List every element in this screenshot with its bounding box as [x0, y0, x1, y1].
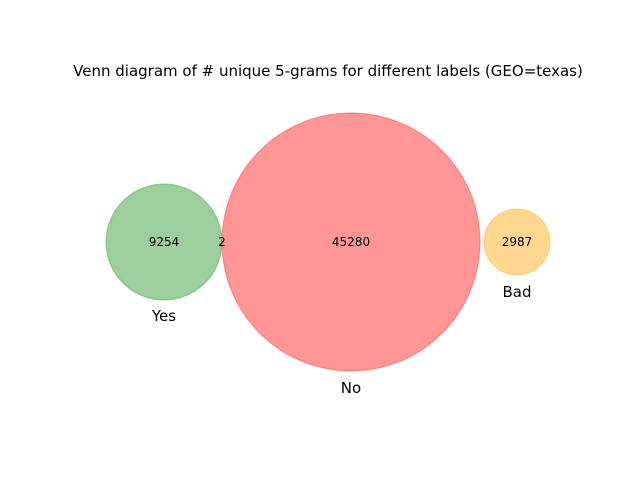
count-bad: 2987: [502, 235, 533, 249]
count-yes: 9254: [149, 235, 180, 249]
circle-no: [221, 112, 481, 372]
label-no: No: [341, 379, 361, 397]
circle-bad: [483, 208, 551, 276]
chart-title: Venn diagram of # unique 5-grams for dif…: [73, 62, 583, 80]
label-bad: Bad: [502, 283, 531, 301]
count-yes-no-overlap: 2: [218, 235, 226, 249]
count-no: 45280: [332, 235, 370, 249]
label-yes: Yes: [151, 307, 176, 325]
